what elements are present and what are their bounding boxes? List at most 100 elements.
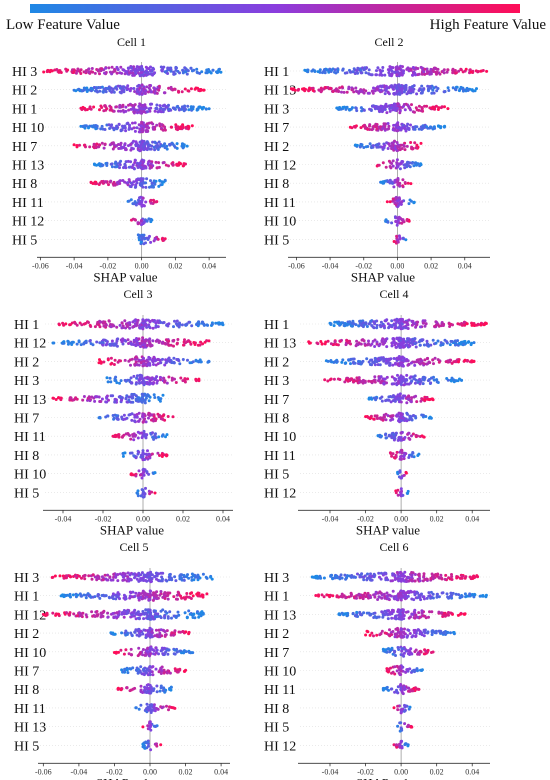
shap-point (177, 89, 180, 93)
shap-point (352, 67, 356, 71)
shap-point (365, 357, 369, 361)
shap-point (373, 338, 377, 342)
shap-point (119, 395, 123, 399)
shap-point (143, 164, 147, 168)
shap-point (386, 127, 389, 131)
shap-point (66, 342, 70, 346)
shap-point (166, 324, 170, 328)
shap-point (98, 341, 102, 345)
shap-point (344, 361, 348, 365)
shap-point (158, 414, 162, 418)
shap-point (383, 377, 387, 381)
shap-point (384, 399, 388, 403)
shap-point (425, 339, 429, 343)
shap-point (385, 111, 389, 115)
shap-point (364, 71, 368, 75)
shap-point (150, 72, 154, 76)
shap-point (206, 323, 210, 327)
shap-point (71, 593, 75, 597)
x-tick-label: 0.04 (202, 261, 216, 270)
shap-point (141, 610, 145, 613)
x-tick-label: 0.00 (136, 514, 150, 523)
shap-point (426, 84, 430, 88)
shap-point (147, 86, 151, 90)
shap-point (118, 179, 122, 183)
shap-point (163, 125, 167, 129)
shap-point (158, 615, 162, 618)
shap-point (396, 102, 400, 106)
shap-point (119, 129, 123, 133)
shap-point (127, 199, 131, 203)
shap-point (390, 454, 394, 458)
shap-point (209, 575, 213, 579)
shap-point (136, 396, 140, 399)
shap-point (401, 70, 405, 73)
shap-point (199, 88, 203, 92)
shap-point (207, 339, 211, 343)
feature-label: HI 10 (14, 646, 46, 661)
shap-point (403, 359, 407, 363)
feature-label: HI 1 (264, 65, 289, 80)
shap-point (127, 579, 131, 583)
shap-point (89, 595, 92, 599)
shap-point (101, 343, 105, 347)
shap-point (173, 319, 176, 323)
shap-point (349, 377, 353, 381)
shap-point (359, 106, 363, 110)
shap-point (189, 66, 193, 70)
shap-point (392, 92, 396, 96)
shap-point (388, 65, 392, 69)
shap-point (362, 146, 366, 149)
shap-point (157, 184, 161, 188)
x-tick-label: -0.02 (95, 514, 112, 523)
shap-point (96, 90, 99, 94)
shap-point (149, 240, 153, 244)
shap-point (391, 164, 395, 168)
shap-point (182, 573, 186, 577)
shap-point (378, 68, 382, 72)
shap-point (361, 321, 365, 325)
shap-point (157, 579, 161, 583)
shap-point (445, 377, 449, 380)
shap-point (57, 323, 61, 327)
shap-point (113, 69, 117, 73)
shap-point (177, 108, 181, 112)
shap-point (375, 340, 379, 344)
shap-point (323, 71, 327, 75)
shap-point (173, 575, 177, 579)
shap-point (53, 68, 57, 72)
shap-point (127, 66, 131, 70)
shap-point (120, 415, 124, 419)
shap-point (400, 454, 403, 458)
shap-point (317, 88, 321, 92)
shap-point (84, 124, 88, 128)
shap-point (464, 89, 468, 93)
shap-point (129, 148, 133, 152)
shap-point (137, 646, 141, 650)
shap-point (132, 374, 136, 378)
shap-point (428, 415, 432, 419)
feature-label: HI 7 (12, 140, 37, 155)
shap-point (122, 593, 126, 597)
shap-point (474, 323, 478, 327)
shap-point (168, 591, 172, 595)
shap-point (135, 573, 139, 577)
shap-point (390, 319, 394, 323)
shap-point (70, 343, 74, 346)
shap-point (390, 69, 394, 73)
shap-point (108, 108, 112, 112)
shap-point (92, 142, 96, 146)
shap-point (398, 336, 402, 340)
shap-point (407, 394, 411, 398)
shap-point (151, 339, 155, 343)
shap-point (144, 608, 148, 612)
shap-point (155, 590, 159, 594)
shap-point (100, 340, 104, 344)
shap-point (186, 89, 190, 93)
shap-point (145, 325, 149, 329)
shap-point (352, 379, 355, 383)
shap-point (137, 469, 141, 473)
shap-point (98, 596, 102, 600)
shap-point (194, 575, 197, 579)
shap-point (133, 630, 137, 634)
